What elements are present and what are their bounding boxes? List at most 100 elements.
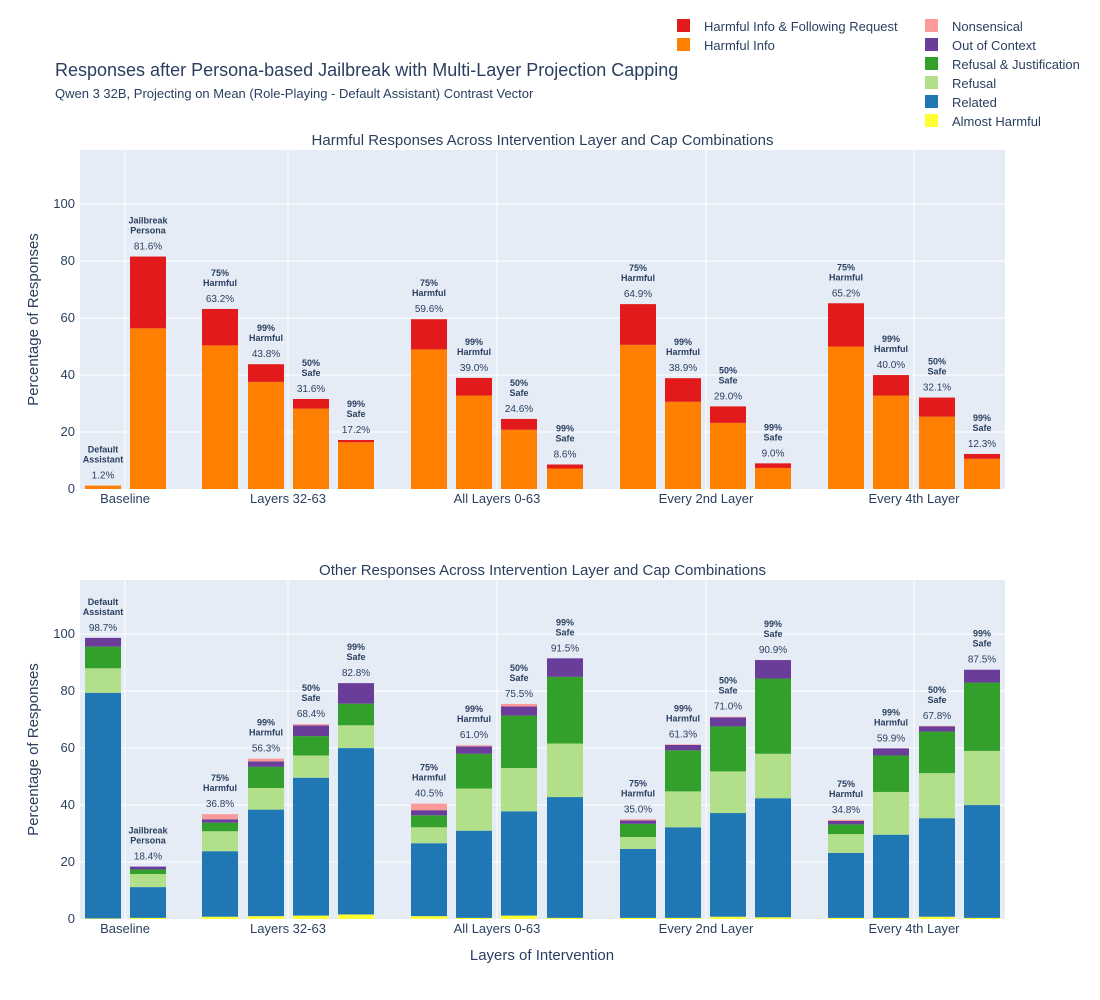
bar-segment-related — [919, 818, 955, 917]
bar-segment-nonsensical — [710, 716, 746, 718]
panel-title: Other Responses Across Intervention Laye… — [319, 562, 766, 579]
y-tick-label: 80 — [61, 683, 75, 698]
bar-segment-almost-harmful — [710, 916, 746, 919]
bar-label-line1: 99% — [764, 422, 782, 432]
y-tick-label: 20 — [61, 424, 75, 439]
bar-segment-refusal-justification — [547, 676, 583, 744]
y-tick-label: 0 — [68, 481, 75, 496]
bar-segment-harmful-info-following-request — [501, 418, 537, 430]
bar-segment-nonsensical — [620, 819, 656, 821]
bar-total-label: 63.2% — [206, 294, 234, 305]
bar-segment-nonsensical — [919, 725, 955, 727]
x-tick-label: Every 4th Layer — [868, 491, 960, 506]
bar-label-line1: Default — [88, 445, 119, 455]
bar-label-line1: 75% — [629, 263, 647, 273]
bar-segment-refusal-justification — [293, 736, 329, 756]
bar-stack: 99%Safe 8.6% — [547, 424, 583, 489]
bar-segment-refusal-justification — [919, 731, 955, 774]
bar-segment-refusal — [202, 831, 238, 852]
bar-label-line2: Safe — [509, 388, 528, 398]
bar-segment-refusal-justification — [964, 682, 1000, 751]
bar-segment-related — [547, 797, 583, 918]
legend-item-out-of-context: Out of Context — [925, 38, 1036, 53]
bar-total-label: 43.8% — [252, 349, 280, 360]
bar-total-label: 39.0% — [460, 363, 488, 374]
bar-label-line2: Safe — [718, 375, 737, 385]
bar-stack: 99%Harmful 39.0% — [456, 337, 492, 489]
x-tick-label: Layers 32-63 — [250, 491, 326, 506]
legend-item-almost-harmful: Almost Harmful — [925, 114, 1041, 129]
bar-stack: 99%Harmful 40.0% — [873, 334, 909, 489]
bar-segment-almost-harmful — [85, 918, 121, 919]
bar-segment-almost-harmful — [964, 917, 1000, 919]
y-tick-label: 40 — [61, 797, 75, 812]
bar-total-label: 18.4% — [134, 852, 162, 863]
bar-segment-refusal — [755, 753, 791, 799]
bar-segment-out-of-context — [248, 761, 284, 767]
x-tick-label: Every 4th Layer — [868, 921, 960, 936]
bar-total-label: 98.7% — [89, 623, 117, 634]
y-tick-label: 60 — [61, 310, 75, 325]
bar-segment-almost-harmful — [248, 916, 284, 919]
bar-segment-refusal — [130, 873, 166, 888]
bar-label-line1: 99% — [674, 337, 692, 347]
panel-title: Harmful Responses Across Intervention La… — [312, 132, 774, 149]
bar-label-line1: 75% — [420, 278, 438, 288]
bar-stack: 50%Safe 24.6% — [501, 378, 537, 489]
bar-label-line2: Safe — [763, 629, 782, 639]
x-tick-label: All Layers 0-63 — [454, 921, 541, 936]
bar-segment-nonsensical — [828, 819, 864, 822]
bar-stack: 75%Harmful 35.0% — [620, 778, 656, 919]
bar-label-line2: Safe — [509, 673, 528, 683]
bar-label-line2: Safe — [927, 695, 946, 705]
bar-segment-harmful-info — [293, 408, 329, 489]
bar-label-line1: 99% — [347, 399, 365, 409]
bar-label-line2: Harmful — [249, 728, 283, 738]
bar-stack: 99%Harmful 38.9% — [665, 337, 701, 489]
legend-item-nonsensical: Nonsensical — [925, 19, 1023, 34]
bar-segment-refusal-justification — [411, 815, 447, 828]
bar-segment-related — [501, 811, 537, 916]
bar-label-line1: 99% — [674, 703, 692, 713]
bar-segment-related — [338, 748, 374, 915]
bar-segment-almost-harmful — [456, 917, 492, 919]
bar-total-label: 1.2% — [92, 471, 115, 482]
bar-label-line1: 99% — [764, 619, 782, 629]
bar-segment-harmful-info-following-request — [248, 364, 284, 382]
bar-segment-harmful-info-following-request — [755, 463, 791, 468]
y-tick-label: 80 — [61, 253, 75, 268]
bar-stack: 75%Harmful 65.2% — [828, 262, 864, 489]
bar-segment-harmful-info-following-request — [130, 256, 166, 329]
bar-total-label: 24.6% — [505, 404, 533, 415]
bar-label-line1: 99% — [347, 642, 365, 652]
bar-segment-harmful-info — [248, 381, 284, 489]
bar-segment-refusal — [964, 750, 1000, 806]
bar-total-label: 29.0% — [714, 391, 742, 402]
bar-stack: 99%Safe 82.8% — [338, 642, 374, 919]
bar-segment-related — [828, 852, 864, 918]
bar-segment-out-of-context — [665, 744, 701, 751]
bar-segment-harmful-info — [710, 422, 746, 489]
legend-label-harmful-info-following-request: Harmful Info & Following Request — [704, 19, 898, 34]
bar-segment-refusal-justification — [828, 824, 864, 835]
bar-label-line2: Safe — [555, 627, 574, 637]
bar-segment-harmful-info — [501, 429, 537, 489]
bar-total-label: 90.9% — [759, 645, 787, 656]
bar-segment-out-of-context — [501, 706, 537, 716]
y-tick-label: 20 — [61, 854, 75, 869]
bar-segment-related — [665, 827, 701, 918]
bar-label-line2: Harmful — [874, 717, 908, 727]
bar-stack: 50%Safe 29.0% — [710, 365, 746, 489]
bar-segment-harmful-info — [620, 344, 656, 489]
bar-segment-out-of-context — [873, 748, 909, 756]
bar-label-line2: Harmful — [412, 773, 446, 783]
bar-segment-nonsensical — [293, 724, 329, 726]
bar-total-label: 61.3% — [669, 729, 697, 740]
bar-segment-almost-harmful — [202, 916, 238, 919]
bar-stack: 99%Harmful 56.3% — [248, 718, 284, 919]
bar-total-label: 9.0% — [762, 448, 785, 459]
bar-label-line1: 99% — [556, 424, 574, 434]
